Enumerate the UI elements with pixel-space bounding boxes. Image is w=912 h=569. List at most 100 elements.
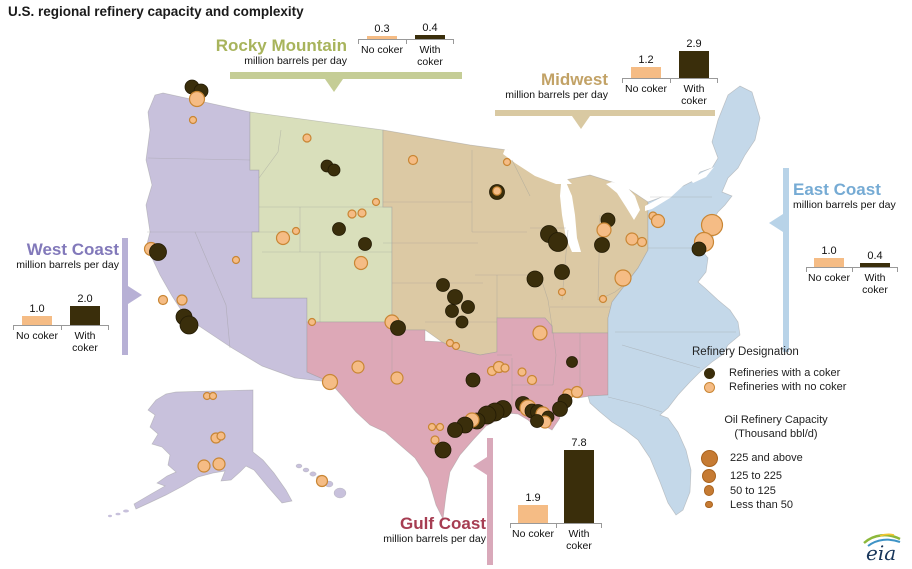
refinery-dot-no_coker bbox=[216, 431, 226, 441]
refinery-dot-coker bbox=[445, 304, 459, 318]
region-name: Midwest bbox=[540, 70, 608, 89]
east-coast-pointer-arrow-icon bbox=[769, 214, 783, 232]
gulf-coast-chart: 1.9 7.8 No coker With coker bbox=[510, 432, 602, 552]
refinery-dot-no_coker bbox=[176, 294, 188, 306]
region-unit: million barrels per day bbox=[505, 88, 608, 101]
chart-baseline bbox=[358, 39, 454, 44]
refinery-dot-coker bbox=[461, 300, 475, 314]
logo-swoosh-yellow bbox=[879, 533, 895, 537]
with-coker-bar bbox=[564, 450, 594, 523]
chart-baseline bbox=[13, 325, 109, 330]
refinery-dot-no_coker bbox=[188, 115, 198, 125]
logo-text: eia bbox=[866, 541, 896, 565]
refinery-dot-no_coker bbox=[430, 435, 440, 445]
no-coker-bar-column: 0.3 bbox=[358, 23, 406, 39]
refinery-dot-coker bbox=[552, 401, 568, 417]
legend-item-label: Refineries with a coker bbox=[729, 367, 841, 379]
no-coker-bar-column: 1.0 bbox=[13, 303, 61, 325]
chart-baseline bbox=[510, 523, 602, 528]
hawaii-island bbox=[302, 467, 310, 473]
refinery-dot-no_coker bbox=[351, 360, 365, 374]
refinery-dot-no_coker bbox=[307, 317, 317, 327]
refinery-dot-no_coker bbox=[197, 459, 211, 473]
state-border bbox=[147, 157, 251, 161]
refinery-dot-coker bbox=[434, 441, 452, 459]
refinery-dot-coker bbox=[455, 315, 469, 329]
east-coast-pointer-line bbox=[783, 168, 789, 352]
state-border bbox=[511, 159, 531, 197]
size-circle-lg-icon bbox=[702, 468, 716, 483]
refinery-dot-coker bbox=[332, 222, 346, 236]
refinery-dot-coker bbox=[358, 237, 372, 251]
bar-value: 1.0 bbox=[821, 244, 837, 257]
with-coker-bar-column: 2.0 bbox=[61, 293, 109, 325]
map-legend: Refinery Designation Refineries with a c… bbox=[692, 346, 902, 513]
refinery-dot-coker bbox=[526, 270, 544, 288]
state-border bbox=[194, 231, 231, 349]
bar-value: 0.4 bbox=[422, 22, 438, 35]
west-coast-pointer-arrow-icon bbox=[128, 286, 142, 304]
region-unit: million barrels per day bbox=[793, 198, 896, 211]
capacity-size-row: 50 to 125 bbox=[692, 485, 902, 497]
region-shape-east_coast bbox=[587, 85, 761, 516]
size-circle-xl-icon bbox=[700, 449, 718, 467]
refinery-dot-no_coker bbox=[315, 474, 329, 488]
no-coker-bar-column: 1.0 bbox=[806, 245, 852, 267]
with-coker-bar bbox=[70, 306, 100, 325]
bar-value: 0.4 bbox=[867, 250, 883, 263]
refinery-dot-coker bbox=[327, 163, 341, 177]
great-lake bbox=[503, 149, 572, 184]
refinery-dot-no_coker bbox=[275, 230, 291, 246]
refinery-dot-no_coker bbox=[598, 294, 608, 304]
region-name: West Coast bbox=[26, 240, 119, 259]
capacity-size-row: Less than 50 bbox=[692, 499, 902, 511]
refinery-dot-no_coker bbox=[625, 232, 639, 246]
refinery-dot-no_coker bbox=[407, 154, 419, 166]
state-border bbox=[551, 325, 557, 386]
no-coker-category: No coker bbox=[15, 330, 58, 342]
state-border bbox=[621, 344, 701, 369]
with-coker-bar bbox=[415, 35, 445, 39]
capacity-size-label: 125 to 225 bbox=[730, 469, 782, 482]
great-lake bbox=[645, 185, 684, 211]
gulf-coast-label: Gulf Coast million barrels per day bbox=[366, 515, 486, 545]
region-unit: million barrels per day bbox=[16, 258, 119, 271]
state-border bbox=[258, 129, 282, 179]
refinery-dot-no_coker bbox=[357, 208, 367, 218]
midwest-pointer-line bbox=[495, 110, 715, 116]
no-coker-category: No coker bbox=[807, 272, 850, 284]
aleutian-island bbox=[123, 509, 129, 513]
refinery-dot-no_coker bbox=[321, 373, 339, 391]
with-coker-category: With coker bbox=[566, 528, 592, 552]
refinery-dot-coker bbox=[554, 264, 570, 280]
with-coker-bar bbox=[679, 51, 709, 78]
size-circle-md-icon bbox=[703, 485, 715, 496]
hawaii-island bbox=[333, 487, 347, 499]
refinery-dot-coker bbox=[465, 372, 481, 388]
refinery-dot-no_coker bbox=[157, 294, 169, 306]
refinery-dot-no_coker bbox=[390, 371, 404, 385]
no-coker-dot-icon bbox=[704, 381, 715, 393]
size-circle-sm-icon bbox=[705, 500, 713, 509]
refinery-dot-coker bbox=[390, 320, 406, 336]
refinery-dot-coker bbox=[149, 243, 167, 261]
refinery-dot-coker bbox=[447, 422, 463, 438]
no-coker-bar bbox=[22, 315, 52, 325]
refinery-dot-no_coker bbox=[517, 367, 527, 377]
bar-value: 1.0 bbox=[29, 302, 45, 315]
refinery-dot-no_coker bbox=[353, 255, 369, 271]
refinery-dot-no_coker bbox=[302, 133, 312, 143]
capacity-size-label: 225 and above bbox=[730, 452, 803, 465]
refinery-dot-no_coker bbox=[532, 325, 548, 341]
with-coker-category: With coker bbox=[862, 272, 888, 296]
refinery-dot-no_coker bbox=[596, 222, 612, 238]
refinery-dot-no_coker bbox=[614, 269, 632, 287]
east-coast-chart: 1.0 0.4 No coker With coker bbox=[806, 237, 898, 296]
refinery-dot-no_coker bbox=[208, 391, 218, 401]
refinery-dot-coker bbox=[566, 356, 578, 368]
refinery-dot-no_coker bbox=[347, 209, 357, 219]
legend-item-coker: Refineries with a coker bbox=[692, 367, 902, 379]
west-coast-label: West Coast million barrels per day bbox=[4, 241, 119, 271]
